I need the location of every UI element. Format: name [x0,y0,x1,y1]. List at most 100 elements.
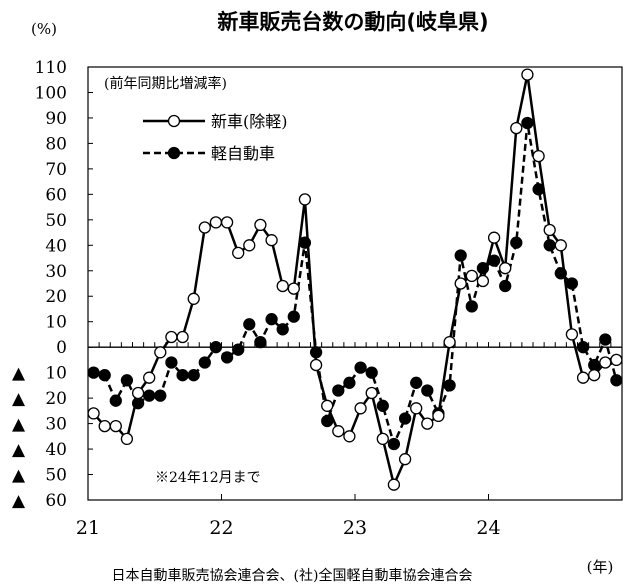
annotation-note: ※24年12月まで [155,470,261,486]
data-point-new-cars [321,399,334,412]
data-point-new-cars [398,453,412,466]
y-tick-label: 110 [35,58,67,78]
data-point-kei-cars [365,366,378,379]
data-point-new-cars [410,402,423,415]
data-point-kei-cars [220,351,234,364]
data-point-kei-cars [454,249,467,262]
y-tick-label: 90 [45,109,67,129]
y-tick-label: 50 [45,466,67,486]
legend-label-kei-cars: 軽自動車 [211,144,275,163]
y-tick-label: 20 [45,389,67,409]
y-tick-label: 10 [45,364,67,384]
data-point-new-cars [298,193,312,206]
y-tick-label: 30 [45,262,67,282]
data-point-new-cars [599,356,612,369]
data-point-new-cars [254,218,267,232]
data-point-new-cars [143,371,156,384]
legend-filled-circle-icon [167,146,181,160]
y-tick-label: 10 [45,313,67,333]
data-point-new-cars [131,386,145,400]
data-point-new-cars [543,223,556,237]
y-tick-label: 80 [45,134,67,154]
data-point-kei-cars [254,335,267,349]
data-point-new-cars [209,216,223,229]
data-point-kei-cars [499,279,512,293]
y-tick-label: 50 [45,211,67,231]
data-point-new-cars [120,432,134,446]
data-point-kei-cars [120,374,134,387]
data-point-new-cars [265,234,278,247]
series-line-new-cars [92,73,617,486]
data-point-kei-cars [276,323,289,336]
data-point-new-cars [532,149,545,163]
data-point-kei-cars [232,343,245,356]
data-point-new-cars [154,346,167,359]
data-point-new-cars [432,409,445,423]
legend-item-kei-cars: 軽自動車 [143,144,275,163]
y-tick-label: 100 [35,83,67,103]
x-axis: 21 22 23 24 [76,494,501,539]
y-tick-label: 60 [45,185,67,205]
data-point-kei-cars [521,116,534,130]
legend-title: (前年同期比増減率) [104,75,227,92]
data-point-kei-cars [376,399,389,412]
y-tick-label: 20 [45,287,67,307]
y-tick-negative-marker: ▲ [12,389,26,409]
data-point-kei-cars [610,374,623,387]
data-point-kei-cars [443,379,456,392]
series-line-kei-cars [93,121,618,446]
y-tick-negative-marker: ▲ [12,491,26,511]
data-point-kei-cars [109,394,122,407]
data-point-kei-cars [287,310,300,323]
data-point-new-cars [243,239,256,252]
data-point-new-cars [610,353,623,367]
data-point-kei-cars [599,333,612,346]
data-point-new-cars [521,68,534,81]
data-point-new-cars [365,386,378,400]
data-point-kei-cars [332,384,345,397]
data-point-new-cars [276,279,289,293]
data-point-new-cars [576,371,590,384]
data-point-kei-cars [387,437,401,451]
data-point-kei-cars [421,384,434,397]
data-point-new-cars [487,231,501,244]
legend-label-new-cars: 新車(除軽) [211,112,288,131]
data-point-new-cars [510,121,523,135]
data-point-new-cars [499,262,512,275]
data-point-kei-cars [243,318,256,331]
data-point-kei-cars [209,341,223,354]
data-point-kei-cars [510,236,523,249]
data-point-new-cars [187,292,200,305]
data-point-kei-cars [565,277,579,290]
data-point-new-cars [454,277,467,290]
data-point-new-cars [588,369,601,382]
legend-open-circle-icon [167,114,181,128]
data-point-kei-cars [198,356,211,369]
data-point-new-cars [87,407,100,420]
y-tick-label: 30 [45,415,67,435]
data-point-new-cars [476,274,490,288]
data-point-new-cars [232,246,245,260]
data-point-new-cars [554,239,567,252]
y-tick-label: 40 [45,236,67,256]
data-point-kei-cars [354,361,367,374]
series-layer [87,68,623,491]
data-point-kei-cars [98,369,111,382]
data-point-kei-cars [398,412,412,425]
data-point-new-cars [354,402,367,415]
source-note: 日本自動車販売協会連合会、(社)全国軽自動車協会連合会 [112,567,473,584]
y-tick-label: 60 [45,491,67,511]
data-point-kei-cars [410,376,423,389]
data-point-kei-cars [165,356,178,369]
data-point-kei-cars [465,300,478,313]
legend-item-new-cars: 新車(除軽) [143,112,288,131]
data-point-new-cars [220,216,234,229]
y-tick-negative-marker: ▲ [12,440,26,460]
legend: 新車(除軽) 軽自動車 [143,112,288,163]
data-point-new-cars [387,478,401,491]
chart-title: 新車販売台数の動向(岐阜県) [217,10,488,34]
x-tick-label: 21 [76,517,100,539]
y-tick-negative-marker: ▲ [12,364,26,384]
x-tick-label: 23 [343,517,367,539]
